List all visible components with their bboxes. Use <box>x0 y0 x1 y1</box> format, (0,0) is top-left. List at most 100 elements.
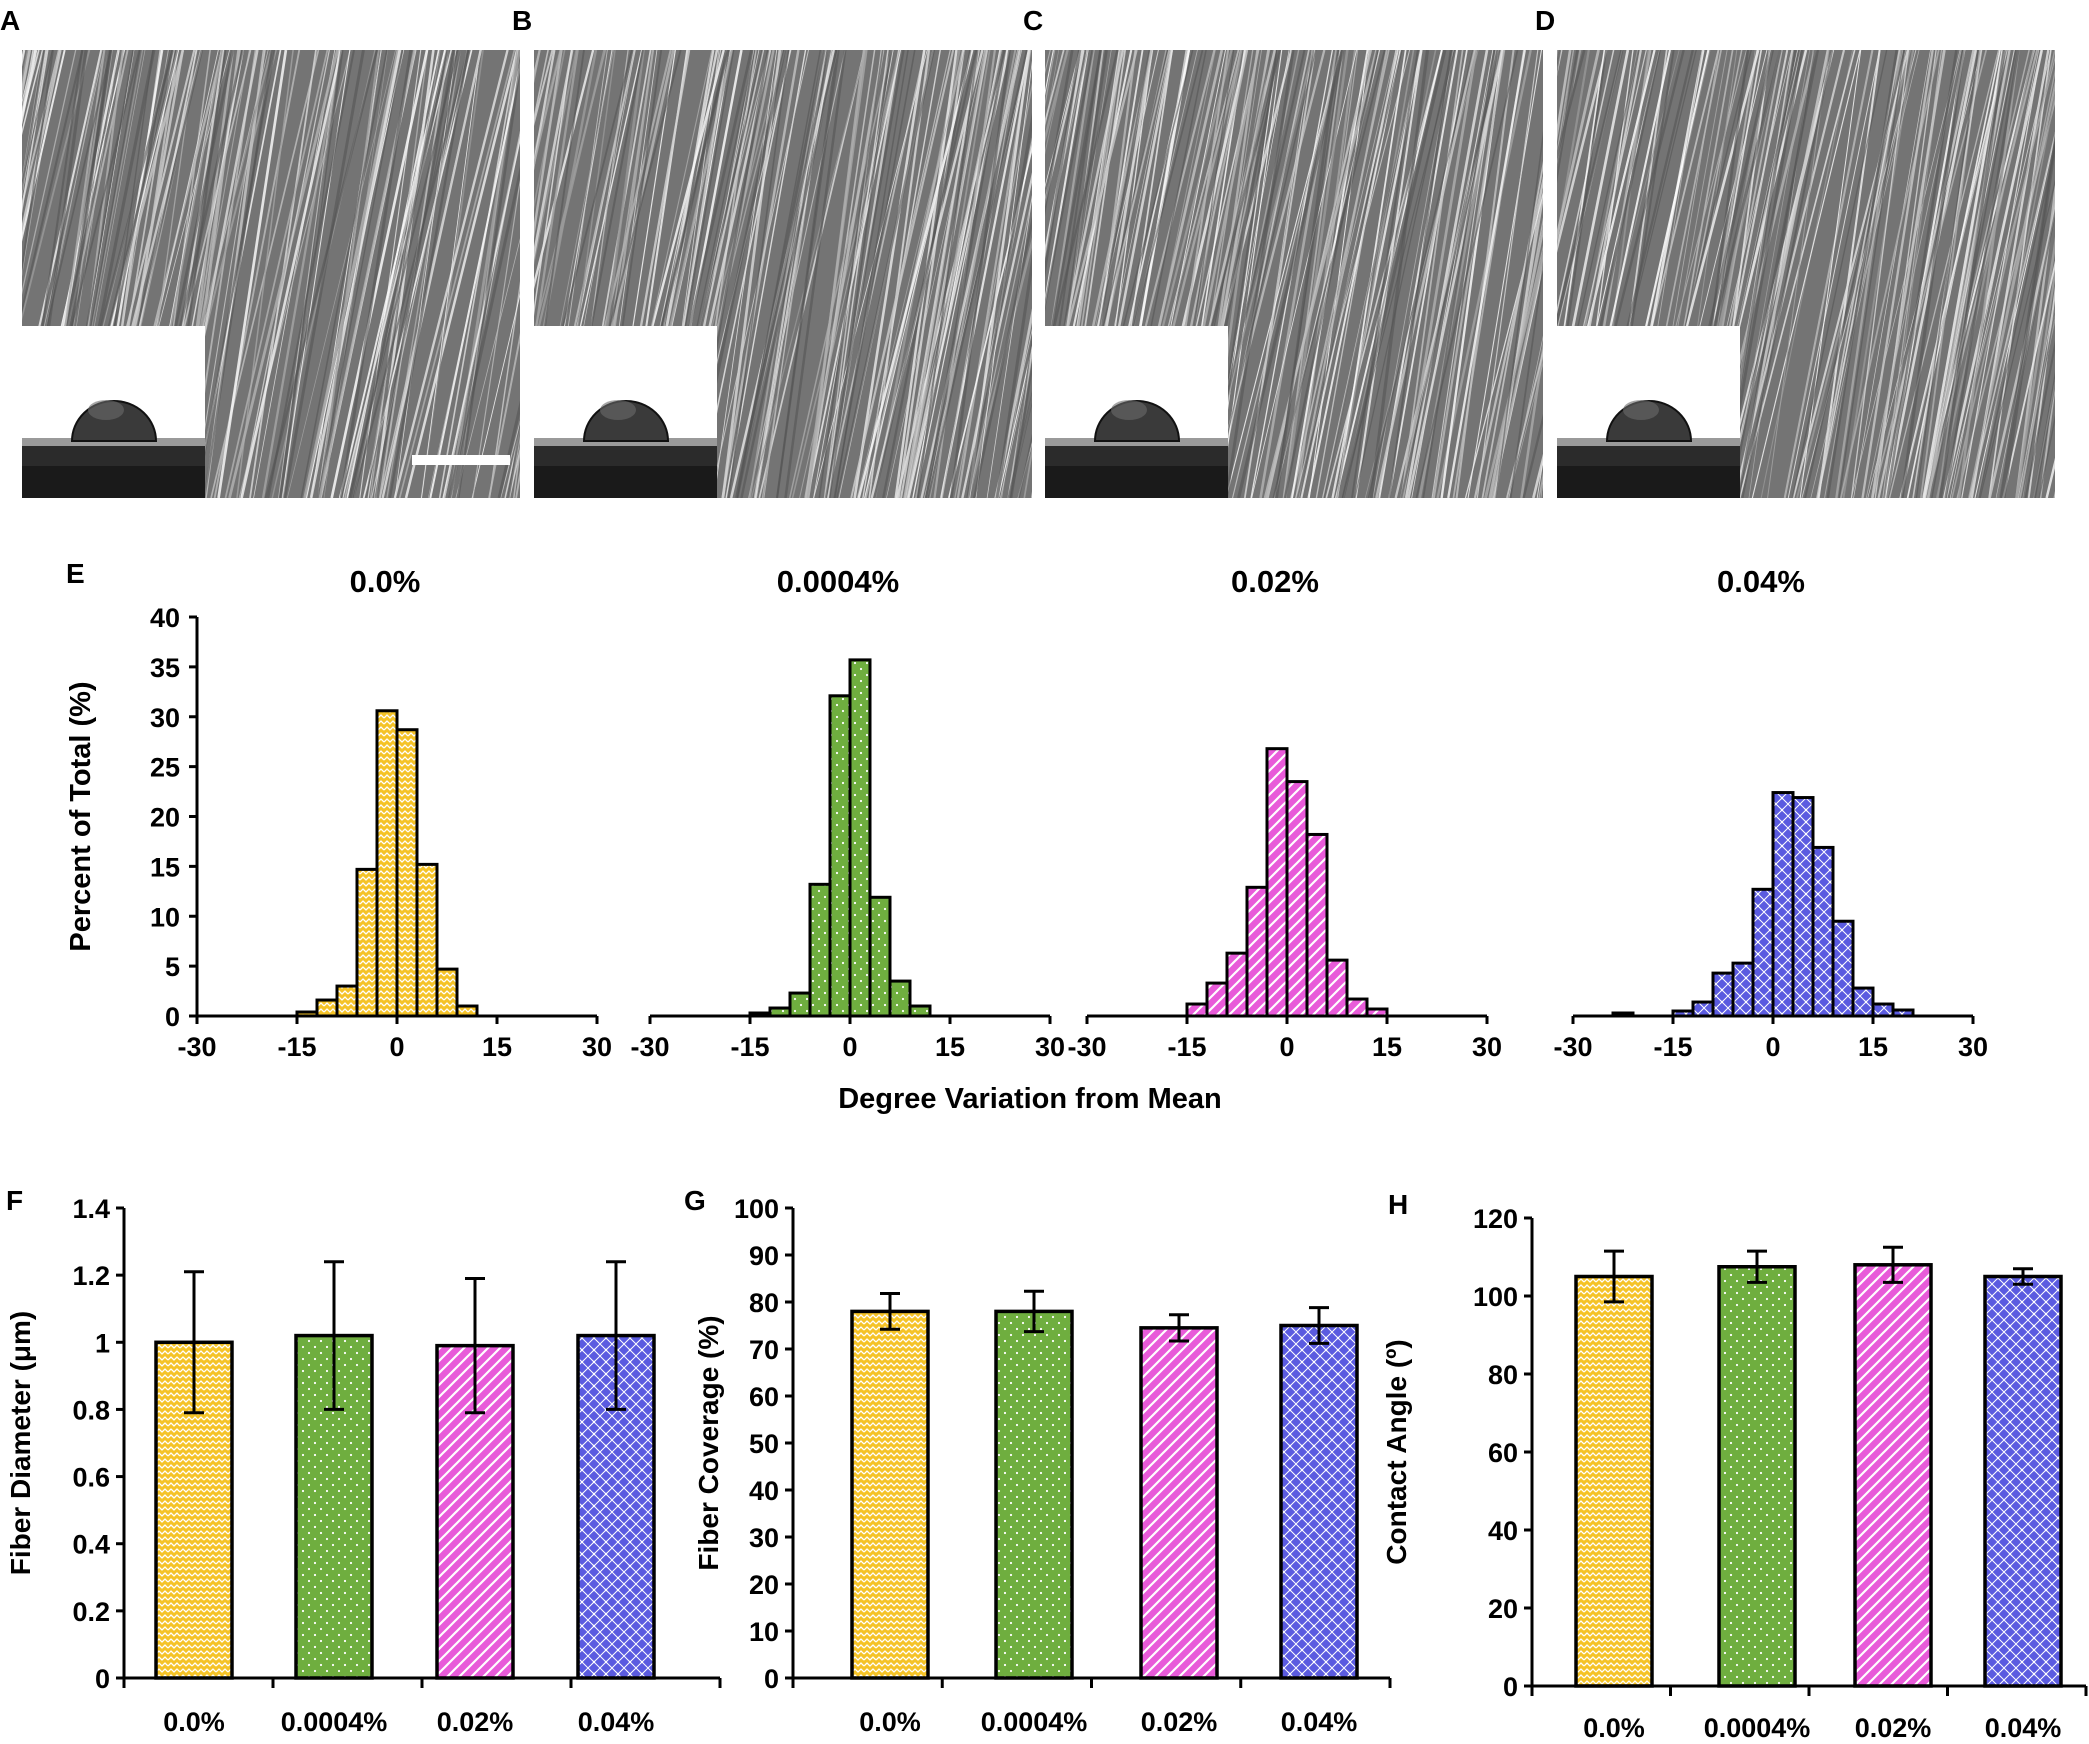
bar-0.02% <box>1853 1263 1933 1688</box>
histogram-bar <box>1245 885 1269 1018</box>
histogram-x-tick-label: -30 <box>177 1032 216 1062</box>
histogram-x-tick-label: 15 <box>935 1032 965 1062</box>
histogram-bar <box>1731 961 1755 1018</box>
histogram-y-tick-label: 0 <box>165 1002 180 1032</box>
histogram-x-tick-label: -30 <box>630 1032 669 1062</box>
error-bar <box>1309 1306 1329 1345</box>
error-bar <box>324 1260 344 1411</box>
x-category-label: 0.0% <box>859 1707 921 1737</box>
x-category-label: 0.0004% <box>281 1707 388 1737</box>
x-category-label: 0.02% <box>1141 1707 1218 1737</box>
panel-label-a: A <box>0 5 20 36</box>
histogram-bar <box>1265 747 1289 1018</box>
bar-0.0004% <box>994 1309 1074 1680</box>
x-category-label: 0.02% <box>1855 1713 1932 1743</box>
y-tick-label: 50 <box>749 1429 779 1459</box>
histogram-1 <box>195 709 599 1024</box>
histogram-bar <box>888 979 912 1018</box>
y-tick-label: 0.4 <box>72 1530 110 1560</box>
x-category-label: 0.04% <box>578 1707 655 1737</box>
y-tick-label: 100 <box>734 1194 779 1224</box>
histogram-bar <box>1325 958 1349 1018</box>
panel-label-h: H <box>1388 1189 1408 1220</box>
histogram-bar <box>868 895 892 1018</box>
x-category-label: 0.04% <box>1985 1713 2062 1743</box>
y-tick-label: 1.4 <box>72 1194 110 1224</box>
y-tick-label: 80 <box>749 1288 779 1318</box>
error-bar <box>184 1270 204 1415</box>
sem-image-panel-d <box>1557 50 2055 498</box>
histogram-x-tick-label: 15 <box>1858 1032 1888 1062</box>
histogram-bar <box>1285 780 1309 1018</box>
bar-0.02% <box>1139 1326 1219 1680</box>
histogram-bar <box>335 984 359 1018</box>
histogram-x-tick-label: 30 <box>582 1032 612 1062</box>
y-tick-label: 20 <box>749 1570 779 1600</box>
panel-label-b: B <box>512 5 532 36</box>
histogram-bar <box>1205 981 1229 1018</box>
histogram-bar <box>1851 986 1875 1018</box>
histogram-x-tick-label: 15 <box>1372 1032 1402 1062</box>
histogram-4 <box>1571 791 1975 1024</box>
histogram-x-tick-label: 0 <box>842 1032 857 1062</box>
contact-angle-inset <box>534 326 717 498</box>
y-tick-label: 0 <box>764 1664 779 1694</box>
error-bar <box>1024 1289 1044 1334</box>
histogram-x-tick-label: -15 <box>730 1032 769 1062</box>
x-category-label: 0.0004% <box>981 1707 1088 1737</box>
y-axis-label: Fiber Diameter (μm) <box>5 1311 36 1576</box>
histogram-bar <box>1871 1002 1895 1018</box>
histogram-bar <box>1185 1002 1209 1018</box>
histogram-bar <box>848 658 872 1018</box>
y-tick-label: 1 <box>95 1328 110 1358</box>
panel-label-c: C <box>1023 5 1043 36</box>
sem-image-panel-b <box>534 50 1032 498</box>
panel-label-f: F <box>6 1185 23 1216</box>
y-axis-label: Fiber Coverage (%) <box>693 1315 724 1570</box>
y-tick-label: 60 <box>1488 1438 1518 1468</box>
histogram-x-tick-label: -30 <box>1067 1032 1106 1062</box>
error-bar <box>1883 1245 1903 1284</box>
error-bar <box>1169 1313 1189 1343</box>
y-tick-label: 70 <box>749 1335 779 1365</box>
histogram-bar <box>435 967 459 1018</box>
histogram-bar <box>315 998 339 1018</box>
y-axis-label: Contact Angle (º) <box>1381 1339 1412 1564</box>
x-category-label: 0.04% <box>1281 1707 1358 1737</box>
histogram-y-axis-label: Percent of Total (%) <box>65 681 97 951</box>
histogram-x-tick-label: 30 <box>1035 1032 1065 1062</box>
histogram-x-tick-label: -30 <box>1553 1032 1592 1062</box>
bar-0.0% <box>850 1309 930 1680</box>
histogram-x-tick-label: 15 <box>482 1032 512 1062</box>
contact-angle-inset <box>22 326 205 498</box>
panel-label-e: E <box>66 558 85 589</box>
bar-0.0% <box>1574 1274 1654 1688</box>
histogram-bar <box>1711 971 1735 1018</box>
histogram-x-tick-label: -15 <box>1653 1032 1692 1062</box>
y-tick-label: 100 <box>1473 1282 1518 1312</box>
y-tick-label: 40 <box>749 1476 779 1506</box>
y-tick-label: 0 <box>95 1664 110 1694</box>
bar-chart-f <box>116 1206 722 1688</box>
histogram-bar <box>415 862 439 1018</box>
histogram-y-tick-label: 25 <box>150 753 180 783</box>
histogram-bar <box>1771 791 1795 1018</box>
histogram-y-tick-label: 10 <box>150 902 180 932</box>
y-tick-label: 0.6 <box>72 1463 110 1493</box>
histogram-x-tick-label: 0 <box>1279 1032 1294 1062</box>
histogram-bar <box>808 882 832 1018</box>
y-tick-label: 0.2 <box>72 1597 110 1627</box>
histogram-x-tick-label: 30 <box>1472 1032 1502 1062</box>
contact-angle-inset <box>1045 326 1228 498</box>
bar-0.0004% <box>1717 1265 1797 1688</box>
histogram-bar <box>1831 919 1855 1018</box>
histogram-bar <box>1811 845 1835 1018</box>
histogram-x-axis-label: Degree Variation from Mean <box>838 1083 1222 1115</box>
histogram-bar <box>1225 951 1249 1018</box>
y-tick-label: 10 <box>749 1617 779 1647</box>
error-bar <box>465 1277 485 1415</box>
histogram-x-tick-label: 30 <box>1958 1032 1988 1062</box>
x-category-label: 0.0004% <box>1704 1713 1811 1743</box>
error-bar <box>880 1292 900 1331</box>
y-tick-label: 30 <box>749 1523 779 1553</box>
